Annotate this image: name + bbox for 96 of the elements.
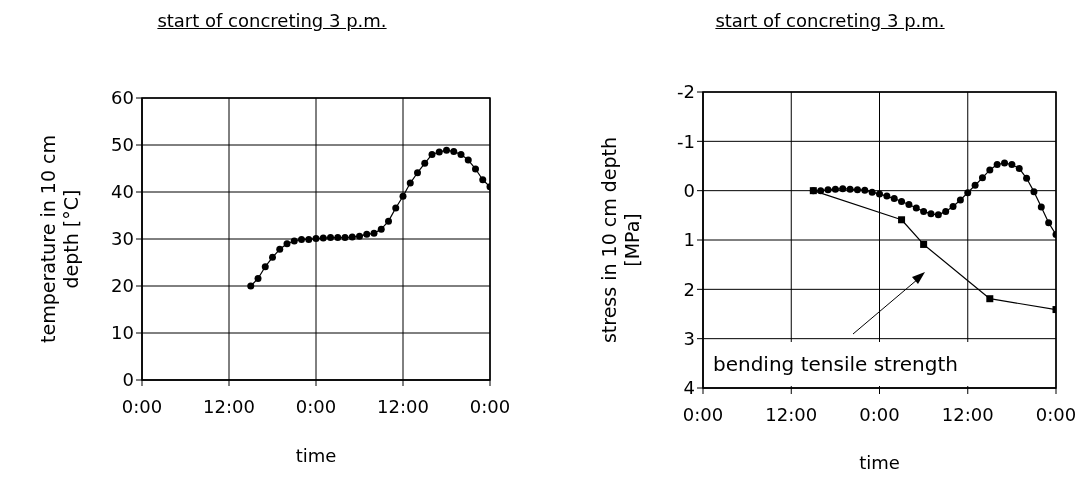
x-tick-label: 12:00 (377, 395, 429, 417)
point (964, 189, 972, 197)
y-tick-label: 0 (683, 180, 695, 202)
y-tick-label: 10 (111, 322, 134, 344)
point (817, 187, 825, 195)
y-tick-label: 40 (111, 181, 134, 203)
point (861, 186, 869, 194)
point (457, 150, 465, 158)
point (1037, 203, 1045, 211)
y-tick-label: 20 (111, 275, 134, 297)
point (846, 185, 854, 193)
x-axis-title: time (858, 452, 901, 473)
point (450, 148, 458, 156)
point (312, 235, 320, 243)
point (920, 207, 928, 215)
point (824, 186, 832, 194)
point (898, 198, 906, 206)
point (443, 146, 450, 154)
point (927, 210, 935, 218)
x-tick-label: 0:00 (859, 403, 900, 425)
annotation: bending tensile strength (713, 351, 958, 378)
point (392, 204, 400, 212)
point (479, 176, 487, 184)
point (1008, 161, 1016, 169)
point (949, 202, 957, 210)
point (905, 200, 913, 208)
x-axis-title: time (294, 445, 338, 466)
y-tick-label: 1 (683, 229, 695, 251)
x-tick-label: 0:00 (682, 403, 724, 425)
point (247, 282, 255, 290)
point (276, 245, 284, 253)
y-tick-label: -2 (677, 81, 695, 103)
y-tick-label: 30 (111, 228, 134, 250)
y-tick-label: 0 (122, 369, 134, 391)
point (414, 169, 421, 177)
y-tick-label: 4 (683, 377, 695, 399)
point (385, 217, 392, 225)
point (406, 179, 414, 187)
point (831, 185, 839, 193)
point (993, 161, 1001, 169)
point (1023, 174, 1031, 182)
point (1045, 219, 1053, 227)
point (283, 240, 291, 248)
point (269, 253, 276, 261)
point (956, 196, 964, 204)
x-tick-label: 0:00 (121, 395, 163, 417)
point (986, 166, 994, 174)
point (363, 230, 371, 238)
point (883, 192, 891, 200)
point (341, 234, 349, 242)
y-axis-title: temperature in 10 cm depth [°C] (37, 134, 83, 345)
y-tick-label: 60 (111, 87, 134, 109)
y-tick-label: 2 (683, 278, 695, 300)
point (1015, 164, 1023, 172)
chart-title: start of concreting 3 p.m. (714, 10, 946, 31)
point (978, 174, 986, 182)
point (971, 181, 979, 189)
x-tick-label: 0:00 (469, 395, 511, 417)
point (254, 274, 262, 282)
point (868, 188, 876, 196)
point (464, 156, 472, 164)
point (428, 150, 436, 158)
point (472, 165, 479, 173)
point (1030, 188, 1038, 196)
x-tick-label: 12:00 (203, 395, 255, 417)
point (290, 237, 298, 245)
point (1001, 159, 1009, 167)
point (912, 204, 920, 212)
x-tick-label: 12:00 (765, 403, 818, 425)
point (356, 232, 363, 240)
point (377, 225, 385, 233)
point (876, 190, 883, 198)
y-tick-label: -1 (677, 130, 695, 152)
point (370, 229, 378, 237)
x-tick-label: 0:00 (1035, 403, 1077, 425)
x-tick-label: 12:00 (941, 403, 994, 425)
point (327, 234, 334, 242)
point (435, 148, 443, 156)
y-tick-label: 50 (111, 134, 134, 156)
y-axis-title: stress in 10 cm depth [MPa] (598, 135, 644, 346)
chart-title: start of concreting 3 p.m. (156, 10, 388, 31)
point (319, 234, 327, 242)
point (853, 186, 861, 194)
point (421, 159, 429, 167)
y-tick-label: 3 (683, 328, 695, 350)
point (305, 235, 313, 243)
point (348, 233, 356, 241)
point (261, 263, 269, 271)
point (934, 211, 942, 219)
point (890, 195, 898, 203)
x-tick-label: 0:00 (295, 395, 337, 417)
point (298, 235, 305, 243)
point (399, 192, 407, 200)
point (334, 234, 342, 242)
point (839, 185, 847, 193)
point (942, 207, 950, 215)
